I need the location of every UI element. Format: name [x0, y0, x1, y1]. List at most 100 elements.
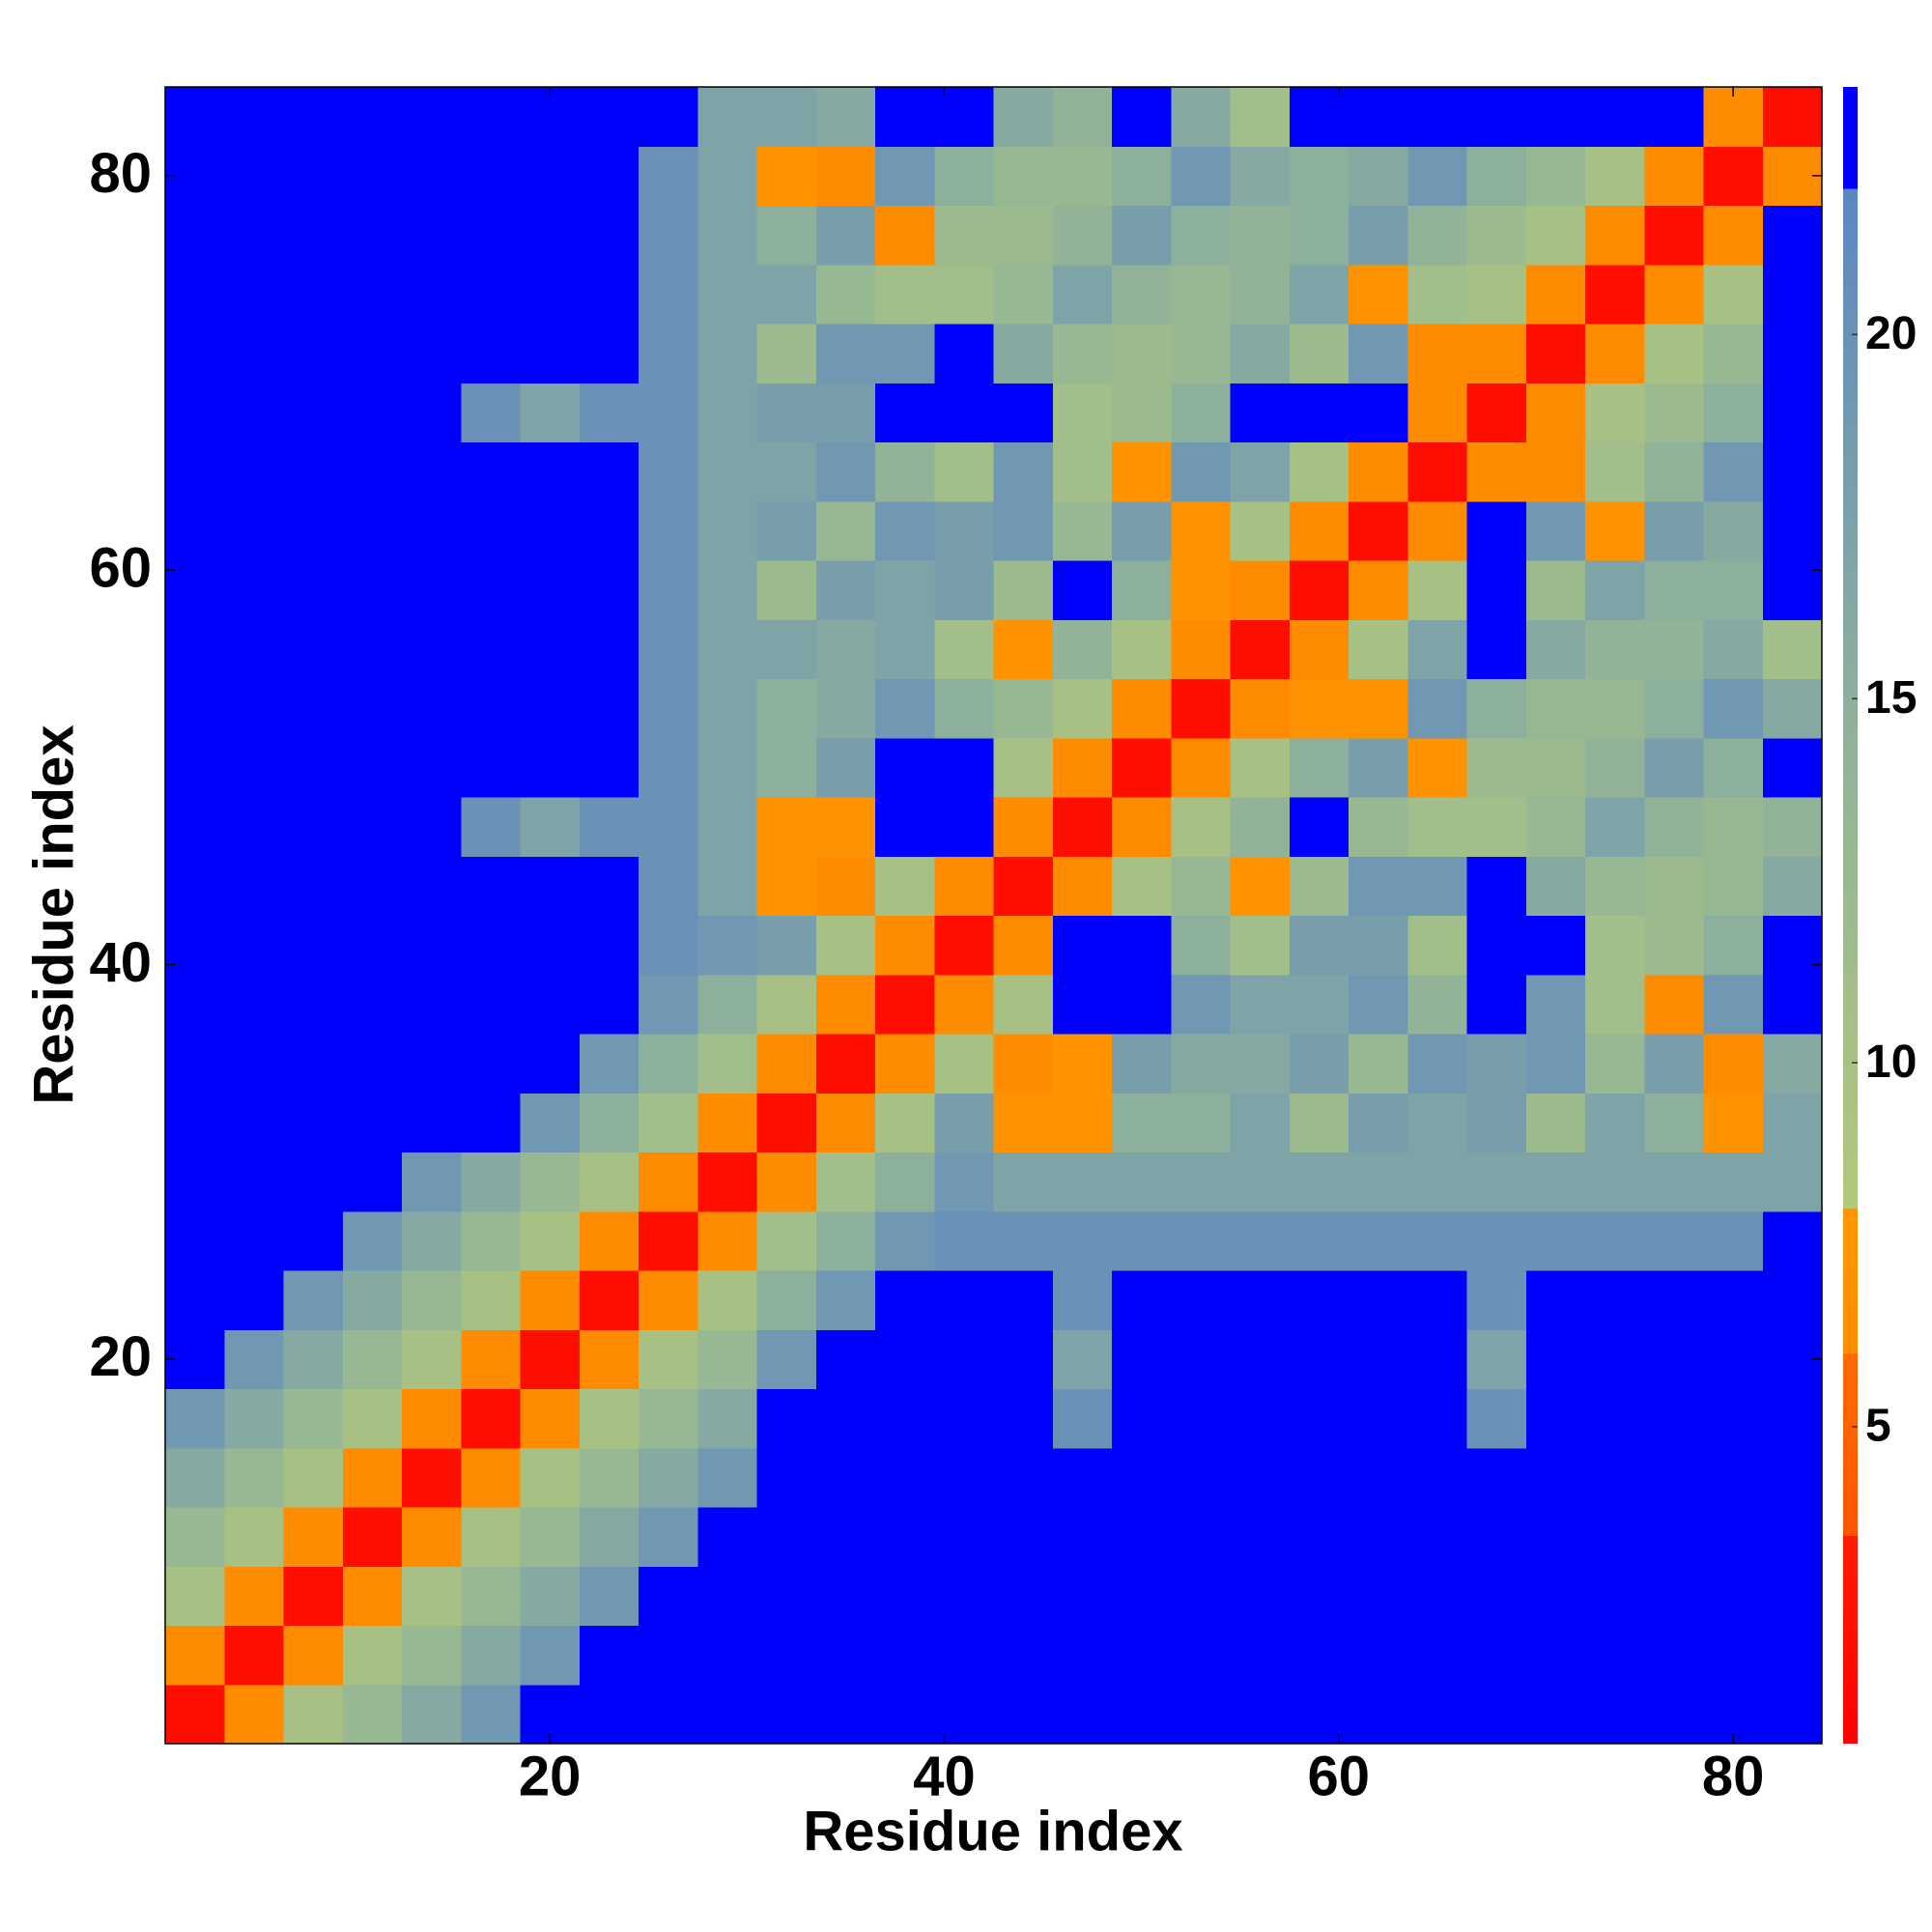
heatmap-cell [402, 1329, 462, 1390]
heatmap-cell [1407, 1034, 1468, 1094]
heatmap-cell [224, 619, 285, 680]
heatmap-cell [875, 1093, 935, 1153]
heatmap-cell [639, 1270, 698, 1330]
heatmap-cell [165, 1507, 225, 1567]
heatmap-cell [1466, 1270, 1527, 1330]
heatmap-cell [1289, 678, 1350, 739]
heatmap-cell [875, 737, 935, 798]
heatmap-cell [520, 915, 581, 976]
x-tick-label: 80 [1702, 1745, 1765, 1807]
heatmap-cell [934, 856, 995, 917]
heatmap-cell [875, 619, 935, 680]
heatmap-cell [1466, 87, 1527, 147]
heatmap-cell [1407, 737, 1468, 798]
heatmap-cell [697, 205, 758, 266]
heatmap-cell [756, 856, 817, 917]
heatmap-cell [342, 560, 403, 620]
heatmap-cell [1762, 205, 1823, 266]
heatmap-cell [283, 1625, 344, 1686]
heatmap-cell [1525, 441, 1586, 502]
heatmap-cell [342, 441, 403, 502]
heatmap-cell [1052, 737, 1113, 798]
heatmap-cell [1349, 1034, 1408, 1094]
heatmap-cell [579, 441, 639, 502]
heatmap-cell [1052, 560, 1113, 620]
heatmap-cell [1289, 737, 1350, 798]
y-tick-label: 20 [89, 1325, 152, 1388]
heatmap-cell [1407, 1093, 1468, 1153]
heatmap-cell [224, 1270, 285, 1330]
heatmap-cell [815, 1566, 876, 1627]
heatmap-cell [402, 737, 462, 798]
heatmap-cell [283, 1447, 344, 1508]
heatmap-cell [993, 1270, 1054, 1330]
heatmap-cell [1585, 383, 1645, 443]
heatmap-cell [815, 1034, 876, 1094]
heatmap-cell [1762, 974, 1823, 1035]
heatmap-cell [1052, 1151, 1113, 1212]
heatmap-cell [165, 1388, 225, 1449]
heatmap-cell [1585, 915, 1645, 976]
heatmap-cell [520, 324, 581, 384]
heatmap-cell [697, 324, 758, 384]
heatmap-cell [1407, 678, 1468, 739]
heatmap-cell [461, 1270, 522, 1330]
heatmap-cell [461, 915, 522, 976]
heatmap-cell [1349, 1684, 1408, 1745]
heatmap-cell [639, 560, 698, 620]
heatmap-cell [1525, 1034, 1586, 1094]
heatmap-cell [579, 264, 639, 325]
heatmap-cell [1703, 619, 1764, 680]
heatmap-cell [165, 678, 225, 739]
heatmap-cell [1230, 1210, 1291, 1271]
heatmap-cell [1230, 324, 1291, 384]
heatmap-cell [1289, 915, 1350, 976]
heatmap-cell [1525, 1270, 1586, 1330]
heatmap-cell [461, 856, 522, 917]
heatmap-cell [815, 1329, 876, 1390]
heatmap-cell [342, 856, 403, 917]
heatmap-cell [1644, 737, 1705, 798]
heatmap-cell [520, 737, 581, 798]
heatmap-cell [1349, 146, 1408, 207]
heatmap-cell [993, 1151, 1054, 1212]
heatmap-cell [342, 1388, 403, 1449]
heatmap-cell [342, 1151, 403, 1212]
heatmap-cell [461, 264, 522, 325]
heatmap-cell [1052, 1507, 1113, 1567]
heatmap-cell [993, 205, 1054, 266]
heatmap-cell [934, 619, 995, 680]
heatmap-cell [579, 797, 639, 857]
heatmap-cell [697, 797, 758, 857]
heatmap-cell [1466, 856, 1527, 917]
heatmap-cell [1407, 1684, 1468, 1745]
heatmap-cell [1525, 619, 1586, 680]
heatmap-cell [165, 619, 225, 680]
colorbar [1843, 87, 1858, 1744]
heatmap-cell [342, 87, 403, 147]
heatmap-cell [1289, 856, 1350, 917]
heatmap-cell [1349, 1151, 1408, 1212]
heatmap-cell [756, 1034, 817, 1094]
heatmap-cell [579, 1151, 639, 1212]
heatmap-cell [1762, 1270, 1823, 1330]
heatmap-cell [934, 383, 995, 443]
heatmap-cell [639, 1625, 698, 1686]
heatmap-cell [1171, 1270, 1232, 1330]
heatmap-cell [402, 324, 462, 384]
heatmap-cell [1349, 737, 1408, 798]
heatmap-cell [756, 1447, 817, 1508]
heatmap-cell [1171, 1625, 1232, 1686]
heatmap-cell [1525, 1566, 1586, 1627]
heatmap-cell [520, 1034, 581, 1094]
heatmap-cell [520, 1388, 581, 1449]
heatmap-cell [1466, 1388, 1527, 1449]
heatmap-cell [520, 383, 581, 443]
heatmap-cell [1289, 1093, 1350, 1153]
heatmap-cell [283, 974, 344, 1035]
heatmap-cell [1703, 974, 1764, 1035]
heatmap-cell [520, 1270, 581, 1330]
heatmap-cell [579, 560, 639, 620]
heatmap-cell [639, 383, 698, 443]
heatmap-cell [224, 1625, 285, 1686]
